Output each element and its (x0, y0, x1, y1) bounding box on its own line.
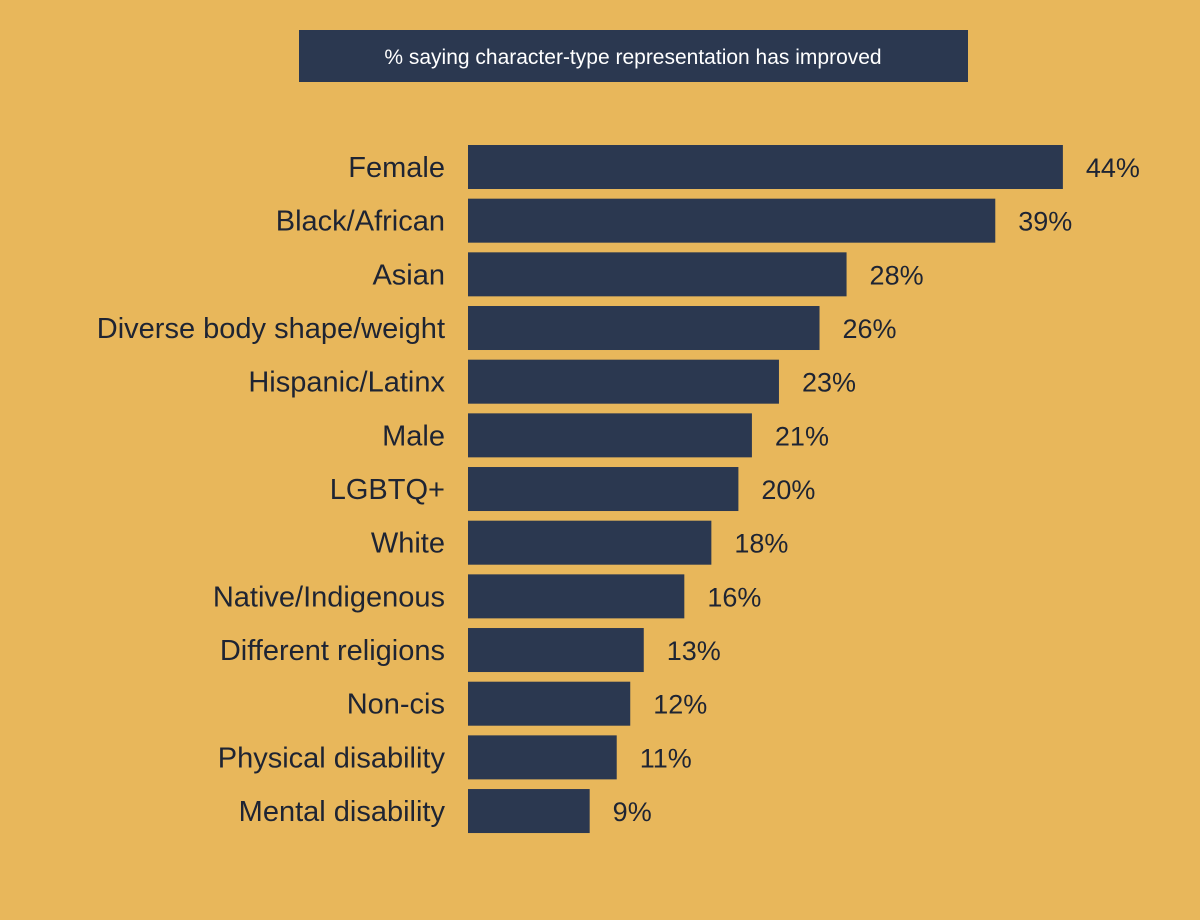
value-label: 44% (1086, 153, 1140, 183)
bar-row-male: Male 21% (382, 413, 829, 458)
bar (468, 789, 590, 834)
value-label: 28% (870, 260, 924, 290)
category-label: Native/Indigenous (213, 581, 445, 613)
category-label: White (371, 528, 445, 560)
bar-row-native-indigenous: Native/Indigenous 16% (213, 574, 761, 619)
category-label: Asian (372, 259, 445, 291)
category-label: Male (382, 420, 445, 452)
bar (468, 681, 631, 726)
bars-group: Female 44% Black/African 39% Asian 28% Diverse… (97, 145, 1140, 834)
bar (468, 306, 820, 351)
bar (468, 252, 847, 297)
category-label: Diverse body shape/weight (97, 313, 445, 345)
category-label: Physical disability (218, 742, 446, 774)
bar-row-diverse-body-shape-weight: Diverse body shape/weight 26% (97, 306, 897, 351)
bar-row-female: Female 44% (348, 145, 1140, 189)
category-label: Hispanic/Latinx (248, 367, 445, 399)
category-label: Black/African (276, 206, 445, 238)
bar (468, 413, 752, 458)
bar (468, 628, 644, 673)
bar (468, 198, 996, 243)
bar-row-white: White 18% (371, 520, 788, 565)
value-label: 13% (667, 636, 721, 666)
value-label: 39% (1018, 207, 1072, 237)
bar (468, 145, 1063, 189)
bar-row-hispanic-latinx: Hispanic/Latinx 23% (248, 359, 856, 404)
value-label: 16% (707, 582, 761, 612)
category-label: Female (348, 152, 445, 184)
category-label: Mental disability (239, 796, 446, 828)
bar-row-physical-disability: Physical disability 11% (218, 735, 692, 780)
value-label: 11% (640, 743, 692, 773)
bar (468, 735, 617, 780)
chart-title-background (299, 30, 968, 82)
bar-row-different-religions: Different religions 13% (220, 628, 721, 673)
bar-row-lgbtq: LGBTQ+ 20% (330, 467, 815, 512)
chart-title: % saying character-type representation h… (299, 30, 968, 82)
bar-row-non-cis: Non-cis 12% (347, 681, 707, 726)
bar (468, 574, 685, 619)
value-label: 26% (843, 314, 897, 344)
value-label: 20% (761, 475, 815, 505)
category-label: Different religions (220, 635, 445, 667)
bar (468, 520, 712, 565)
value-label: 9% (613, 797, 652, 827)
value-label: 18% (734, 529, 788, 559)
bar (468, 359, 779, 404)
chart-title-text: % saying character-type representation h… (384, 46, 881, 69)
bar-row-asian: Asian 28% (372, 252, 924, 297)
category-label: Non-cis (347, 689, 445, 721)
category-label: LGBTQ+ (330, 474, 445, 506)
bar-row-black-african: Black/African 39% (276, 198, 1072, 243)
value-label: 21% (775, 421, 829, 451)
bar-row-mental-disability: Mental disability 9% (239, 789, 652, 834)
bar (468, 467, 739, 512)
value-label: 23% (802, 368, 856, 398)
value-label: 12% (653, 690, 707, 720)
